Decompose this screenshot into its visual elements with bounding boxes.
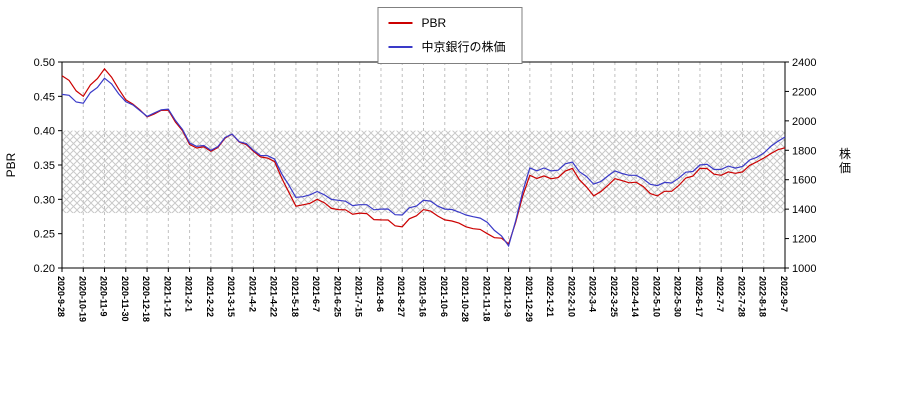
x-tick-label: 2021-5-18 bbox=[290, 276, 300, 317]
right-tick-label: 1000 bbox=[792, 263, 816, 275]
x-tick-label: 2022-2-10 bbox=[566, 276, 576, 317]
x-tick-label: 2020-11-30 bbox=[120, 276, 130, 322]
x-tick-label: 2022-1-21 bbox=[545, 276, 555, 317]
x-tick-label: 2022-6-17 bbox=[694, 276, 704, 317]
x-tick-label: 2021-1-12 bbox=[162, 276, 172, 317]
left-tick-label: 0.30 bbox=[34, 194, 55, 206]
x-tick-label: 2021-10-6 bbox=[439, 276, 449, 317]
x-tick-label: 2021-6-25 bbox=[332, 276, 342, 317]
legend-item-pbr: PBR bbox=[388, 16, 505, 30]
legend: PBR 中京銀行の株価 bbox=[377, 7, 523, 64]
right-tick-label: 2400 bbox=[792, 57, 816, 69]
x-tick-label: 2021-8-27 bbox=[396, 276, 406, 317]
right-tick-label: 2000 bbox=[792, 116, 816, 128]
x-tick-label: 2022-8-18 bbox=[758, 276, 768, 317]
x-tick-label: 2022-4-14 bbox=[630, 276, 640, 317]
x-tick-label: 2022-3-4 bbox=[588, 276, 598, 312]
x-tick-label: 2022-7-28 bbox=[736, 276, 746, 317]
x-tick-label: 2022-5-10 bbox=[651, 276, 661, 317]
x-tick-label: 2020-10-19 bbox=[77, 276, 87, 322]
x-tick-label: 2021-6-7 bbox=[311, 276, 321, 312]
right-axis-title-char: 価 bbox=[839, 161, 851, 175]
left-tick-label: 0.45 bbox=[34, 91, 55, 103]
pbr-line-swatch bbox=[388, 22, 413, 24]
left-tick-label: 0.40 bbox=[34, 126, 55, 138]
x-tick-label: 2020-11-9 bbox=[99, 276, 109, 317]
x-tick-label: 2021-9-16 bbox=[418, 276, 428, 317]
legend-label-stock-price: 中京銀行の株価 bbox=[421, 40, 506, 54]
right-tick-label: 2200 bbox=[792, 86, 816, 98]
x-tick-label: 2021-2-1 bbox=[184, 276, 194, 312]
left-tick-label: 0.20 bbox=[34, 263, 55, 275]
stock-price-line-swatch bbox=[388, 45, 413, 48]
x-tick-label: 2021-10-28 bbox=[460, 276, 470, 322]
legend-label-pbr: PBR bbox=[421, 16, 447, 30]
right-tick-label: 1600 bbox=[792, 175, 816, 187]
left-tick-label: 0.25 bbox=[34, 229, 55, 241]
x-tick-label: 2021-12-29 bbox=[524, 276, 534, 322]
left-tick-label: 0.50 bbox=[34, 57, 55, 69]
x-tick-label: 2021-7-15 bbox=[354, 276, 364, 317]
right-tick-label: 1800 bbox=[792, 145, 816, 157]
legend-item-stock-price: 中京銀行の株価 bbox=[388, 38, 506, 55]
x-tick-label: 2020-12-18 bbox=[141, 276, 151, 322]
x-tick-label: 2021-12-9 bbox=[503, 276, 513, 317]
x-tick-label: 2022-7-7 bbox=[715, 276, 725, 312]
x-tick-label: 2022-3-25 bbox=[609, 276, 619, 317]
x-tick-label: 2022-5-30 bbox=[673, 276, 683, 317]
x-tick-label: 2021-4-22 bbox=[269, 276, 279, 317]
x-tick-label: 2021-3-15 bbox=[226, 276, 236, 317]
x-tick-label: 2021-4-2 bbox=[247, 276, 257, 312]
x-tick-label: 2021-8-6 bbox=[375, 276, 385, 312]
left-axis-title: PBR bbox=[4, 152, 18, 177]
x-tick-label: 2020-9-28 bbox=[56, 276, 66, 317]
right-tick-label: 1200 bbox=[792, 234, 816, 246]
x-tick-label: 2021-2-22 bbox=[205, 276, 215, 317]
right-axis-title-char: 株 bbox=[839, 146, 851, 161]
right-tick-label: 1400 bbox=[792, 204, 816, 216]
series-line-stock-price bbox=[61, 77, 786, 248]
left-tick-label: 0.35 bbox=[34, 160, 55, 172]
x-tick-label: 2022-9-7 bbox=[779, 276, 789, 312]
x-tick-label: 2021-11-18 bbox=[481, 276, 491, 322]
